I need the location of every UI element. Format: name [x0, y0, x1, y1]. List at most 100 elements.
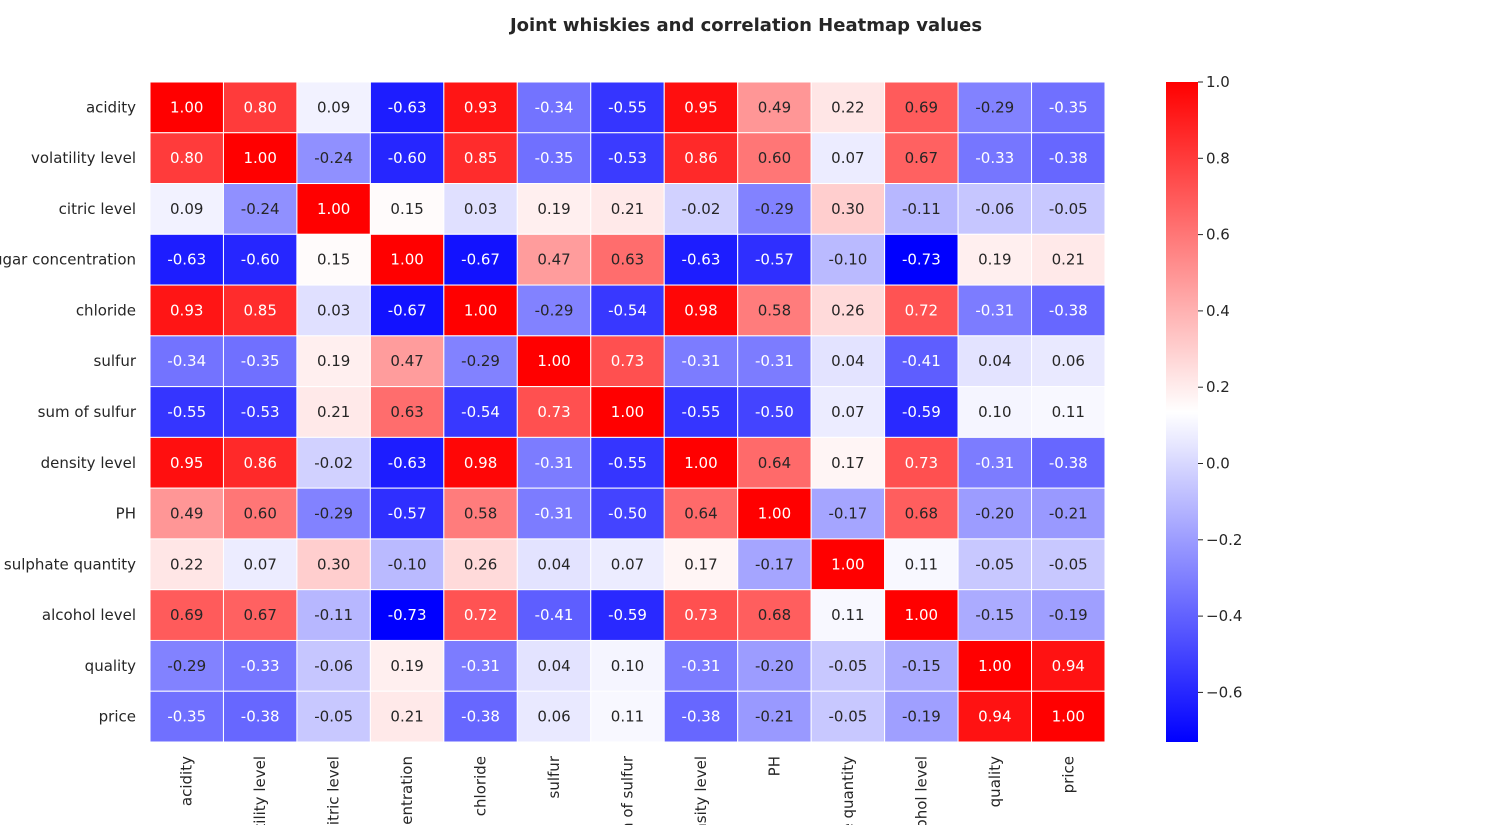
heatmap-cell [663, 81, 739, 134]
cell-value-label: 0.07 [243, 555, 276, 573]
cell-value-label: 0.94 [978, 708, 1011, 726]
cell-value-label: 0.63 [611, 251, 644, 269]
cell-value-label: 0.68 [905, 505, 938, 523]
heatmap-cell [369, 284, 445, 337]
cell-value-label: 0.98 [464, 454, 497, 472]
cell-value-label: 0.11 [611, 708, 644, 726]
row-label: sugar concentration [0, 251, 136, 269]
cell-value-label: 0.72 [464, 606, 497, 624]
cell-value-label: -0.63 [682, 251, 721, 269]
heatmap-cell [957, 284, 1033, 337]
heatmap-cell [149, 690, 224, 743]
cell-value-label: -0.20 [755, 657, 794, 675]
heatmap-cell [884, 386, 959, 438]
cell-value-label: -0.17 [828, 505, 867, 523]
heatmap-cell [222, 538, 298, 591]
cell-value-label: -0.05 [975, 555, 1014, 573]
heatmap-cell [369, 487, 445, 540]
cell-value-label: -0.20 [975, 505, 1014, 523]
row-label: quality [85, 657, 136, 675]
heatmap-cell [957, 639, 1033, 692]
cell-value-label: 1.00 [170, 98, 203, 116]
cell-value-label: 0.17 [684, 555, 717, 573]
cell-value-label: -0.38 [1049, 301, 1088, 319]
cell-value-label: -0.19 [902, 708, 941, 726]
heatmap-cell [296, 335, 371, 388]
cell-value-label: 0.26 [831, 301, 864, 319]
cell-value-label: 0.15 [390, 200, 423, 218]
cell-value-label: 0.95 [170, 454, 203, 472]
heatmap-cell [1031, 589, 1106, 641]
cell-value-label: -0.24 [241, 200, 280, 218]
heatmap-cell [590, 233, 665, 286]
cell-value-label: -0.53 [608, 149, 647, 167]
cell-value-label: 0.21 [390, 708, 423, 726]
cell-value-label: 0.86 [684, 149, 717, 167]
heatmap-cell [296, 538, 371, 591]
cell-value-label: 0.93 [464, 98, 497, 116]
cell-value-label: 1.00 [390, 251, 423, 269]
cell-value-label: -0.29 [314, 505, 353, 523]
heatmap-cell [369, 386, 445, 438]
cell-value-label: -0.10 [828, 251, 867, 269]
cell-value-label: 1.00 [905, 606, 938, 624]
row-label: density level [41, 454, 136, 472]
cell-value-label: 1.00 [684, 454, 717, 472]
heatmap-cell [884, 639, 959, 692]
heatmap-cell [884, 183, 959, 235]
cell-value-label: -0.73 [388, 606, 427, 624]
cell-value-label: 0.09 [170, 200, 203, 218]
heatmap-cell [296, 639, 371, 692]
heatmap-cell [443, 132, 518, 185]
cell-value-label: 0.47 [537, 251, 570, 269]
heatmap-cell [443, 183, 518, 235]
cell-value-label: -0.21 [1049, 505, 1088, 523]
heatmap-cell [1031, 335, 1106, 388]
cell-value-label: -0.60 [241, 251, 280, 269]
heatmap-cell [590, 690, 665, 743]
heatmap-cell [737, 589, 812, 641]
cell-value-label: 0.09 [317, 98, 350, 116]
column-label: sulfur [545, 755, 563, 798]
cell-value-label: -0.57 [388, 505, 427, 523]
cell-value-label: 0.03 [317, 301, 350, 319]
heatmap-cell [884, 335, 959, 388]
cell-value-label: -0.35 [241, 352, 280, 370]
heatmap-cell [663, 132, 739, 185]
cell-value-label: -0.29 [975, 98, 1014, 116]
heatmap-cell [296, 183, 371, 235]
cell-value-label: 0.30 [317, 555, 350, 573]
column-label: olatility level [251, 756, 269, 825]
row-label: price [99, 708, 136, 726]
cell-value-label: -0.55 [608, 98, 647, 116]
cell-value-label: -0.05 [828, 708, 867, 726]
heatmap-cell [737, 386, 812, 438]
cell-value-label: 0.19 [978, 251, 1011, 269]
cell-value-label: 0.19 [537, 200, 570, 218]
cell-value-label: 0.69 [170, 606, 203, 624]
cell-value-label: 0.63 [390, 403, 423, 421]
heatmap-cell [149, 589, 224, 641]
cell-value-label: -0.06 [314, 657, 353, 675]
cell-value-label: -0.31 [535, 505, 574, 523]
cell-value-label: -0.38 [241, 708, 280, 726]
cell-value-label: 0.64 [758, 454, 791, 472]
cell-value-label: 0.73 [905, 454, 938, 472]
cell-value-label: 0.07 [831, 149, 864, 167]
cell-value-label: -0.60 [388, 149, 427, 167]
row-label: citric level [59, 200, 136, 218]
colorbar-tick-label: 1.0 [1206, 73, 1230, 91]
heatmap-cell [884, 436, 959, 489]
cell-value-label: 0.58 [758, 301, 791, 319]
heatmap-cell [516, 436, 592, 489]
cell-value-label: 0.80 [243, 98, 276, 116]
cell-value-label: 0.93 [170, 301, 203, 319]
cell-value-label: -0.31 [682, 657, 721, 675]
cell-value-label: -0.53 [241, 403, 280, 421]
cell-value-label: -0.38 [1049, 149, 1088, 167]
cell-value-label: -0.73 [902, 251, 941, 269]
heatmap-cell [884, 233, 959, 286]
heatmap-cell [296, 132, 371, 185]
cell-value-label: 0.68 [758, 606, 791, 624]
heatmap-cell [149, 386, 224, 438]
